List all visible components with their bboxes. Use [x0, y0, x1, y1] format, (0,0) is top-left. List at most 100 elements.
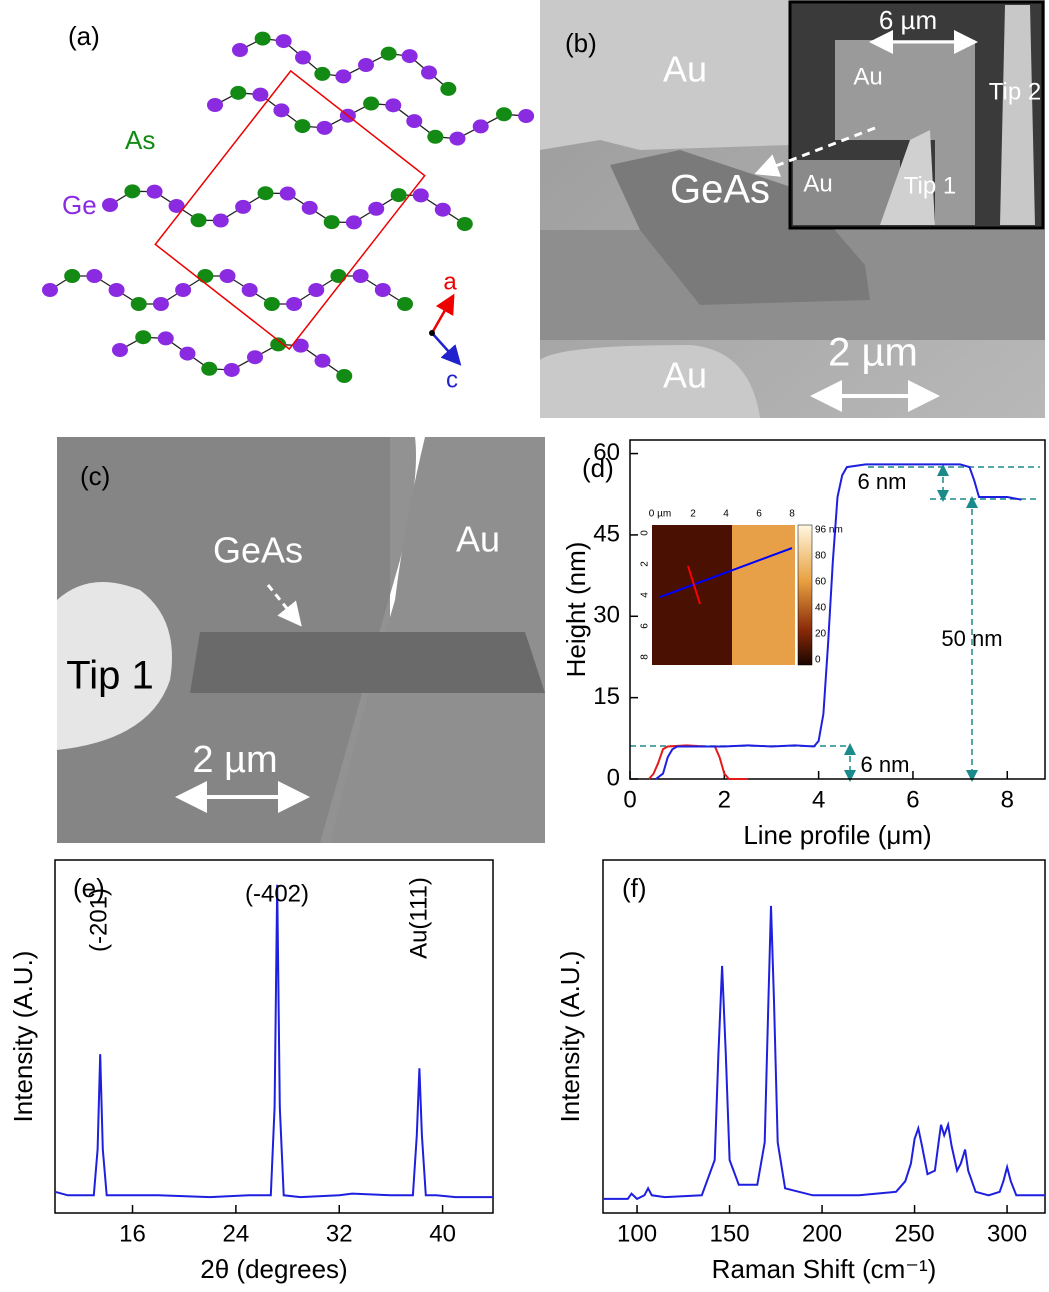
- y-axis-label: Intensity (A.U.): [8, 951, 38, 1123]
- y-tick-label: 60: [593, 439, 620, 466]
- panel-label: (b): [565, 28, 597, 58]
- colorbar: [798, 525, 812, 665]
- atom: [153, 297, 169, 311]
- y-axis-label: Intensity (A.U.): [555, 951, 585, 1123]
- colorbar-label: 20: [815, 629, 827, 640]
- colorbar-label: 96 nm: [815, 525, 843, 536]
- annotation: 6 nm: [861, 752, 910, 777]
- atom: [175, 283, 191, 297]
- x-tick-label: 250: [895, 1220, 935, 1247]
- atom: [180, 347, 196, 361]
- atom-label: Ge: [62, 190, 97, 220]
- x-tick-label: 4: [812, 786, 825, 813]
- x-tick-label: 0: [623, 786, 636, 813]
- afm-au: [732, 525, 795, 665]
- atom: [235, 200, 251, 214]
- atom: [381, 47, 397, 61]
- atom-label: As: [125, 125, 155, 155]
- sem-label: Au: [663, 355, 707, 396]
- series-line: [603, 906, 1045, 1199]
- atom: [207, 98, 223, 112]
- atom: [385, 98, 401, 112]
- y-axis-label: Height (nm): [561, 542, 591, 678]
- atom: [449, 132, 465, 146]
- atom: [295, 51, 311, 65]
- atom: [406, 114, 422, 128]
- atom: [280, 187, 296, 201]
- y-tick-label: 15: [593, 683, 620, 710]
- panel-c: (c) GeAs Au Tip 1 2 µm: [57, 437, 545, 843]
- scale-label: 2 µm: [828, 331, 918, 375]
- atom: [353, 269, 369, 283]
- atom: [330, 269, 346, 283]
- x-axis-label: Line profile (μm): [743, 820, 931, 850]
- inset-tick-label: 4: [640, 592, 651, 598]
- axis-arrow: [432, 333, 458, 362]
- panel-label: (a): [68, 21, 100, 51]
- atom: [112, 343, 128, 357]
- annotation: (-402): [245, 880, 309, 907]
- inset-tick-label: 8: [640, 654, 651, 660]
- x-tick-label: 8: [1001, 786, 1014, 813]
- annotation: 6 nm: [858, 469, 907, 494]
- x-axis-label: Raman Shift (cm⁻¹): [712, 1254, 937, 1284]
- atom: [276, 34, 292, 48]
- atom: [402, 49, 418, 63]
- tip: [1000, 5, 1035, 225]
- atom: [232, 43, 248, 57]
- inset-label: 6 µm: [879, 5, 937, 35]
- atom: [413, 188, 429, 202]
- y-tick-label: 0: [607, 764, 620, 791]
- panel-label: (f): [622, 873, 647, 903]
- plot-frame: [603, 860, 1045, 1213]
- atom: [273, 103, 289, 117]
- figure: (a) As Ge a c (b) Au GeAs Au 2 µm 6 µm A…: [0, 0, 1049, 1292]
- panel-label: (c): [80, 461, 110, 491]
- atom: [427, 130, 443, 144]
- scale-label: 2 µm: [192, 739, 277, 781]
- x-tick-label: 200: [802, 1220, 842, 1247]
- atom: [440, 82, 456, 96]
- sem-label: GeAs: [213, 530, 303, 571]
- colorbar-label: 0: [815, 655, 821, 666]
- atom: [286, 297, 302, 311]
- inset-tick-label: 0: [640, 530, 651, 536]
- atom: [315, 354, 331, 368]
- sem-label: Au: [663, 49, 707, 90]
- colorbar-label: 40: [815, 603, 827, 614]
- atom: [335, 69, 351, 83]
- inset-tick-label: 6: [640, 623, 651, 629]
- inset-label: Tip 1: [904, 172, 956, 199]
- atom: [435, 203, 451, 217]
- atom: [147, 185, 163, 199]
- sem-label: Tip 1: [66, 654, 153, 698]
- inset-tick-label: 4: [723, 509, 729, 520]
- atom: [224, 363, 240, 377]
- geas-flake: [190, 632, 545, 693]
- atom: [158, 331, 174, 345]
- atom: [317, 121, 333, 135]
- atom: [135, 330, 151, 344]
- atom: [252, 88, 268, 102]
- atom: [518, 109, 534, 123]
- atom: [213, 214, 229, 228]
- atom: [201, 362, 217, 376]
- x-tick-label: 150: [710, 1220, 750, 1247]
- inset-tick-label: 6: [756, 509, 762, 520]
- atom: [473, 119, 489, 133]
- inset-tick-label: 8: [789, 509, 795, 520]
- atom: [64, 269, 80, 283]
- inset-tick-label: 2: [640, 561, 651, 567]
- atom: [230, 86, 246, 100]
- atom: [397, 297, 413, 311]
- atom: [255, 32, 271, 46]
- atom: [457, 217, 473, 231]
- x-tick-label: 300: [987, 1220, 1027, 1247]
- panel-b: (b) Au GeAs Au 2 µm 6 µm Au Tip 2 Au Tip…: [540, 0, 1045, 418]
- atom: [496, 107, 512, 121]
- x-tick-label: 32: [326, 1220, 353, 1247]
- y-tick-label: 30: [593, 602, 620, 629]
- atom: [336, 369, 352, 383]
- axis-label: a: [443, 268, 457, 295]
- inset-label: Tip 2: [989, 78, 1041, 105]
